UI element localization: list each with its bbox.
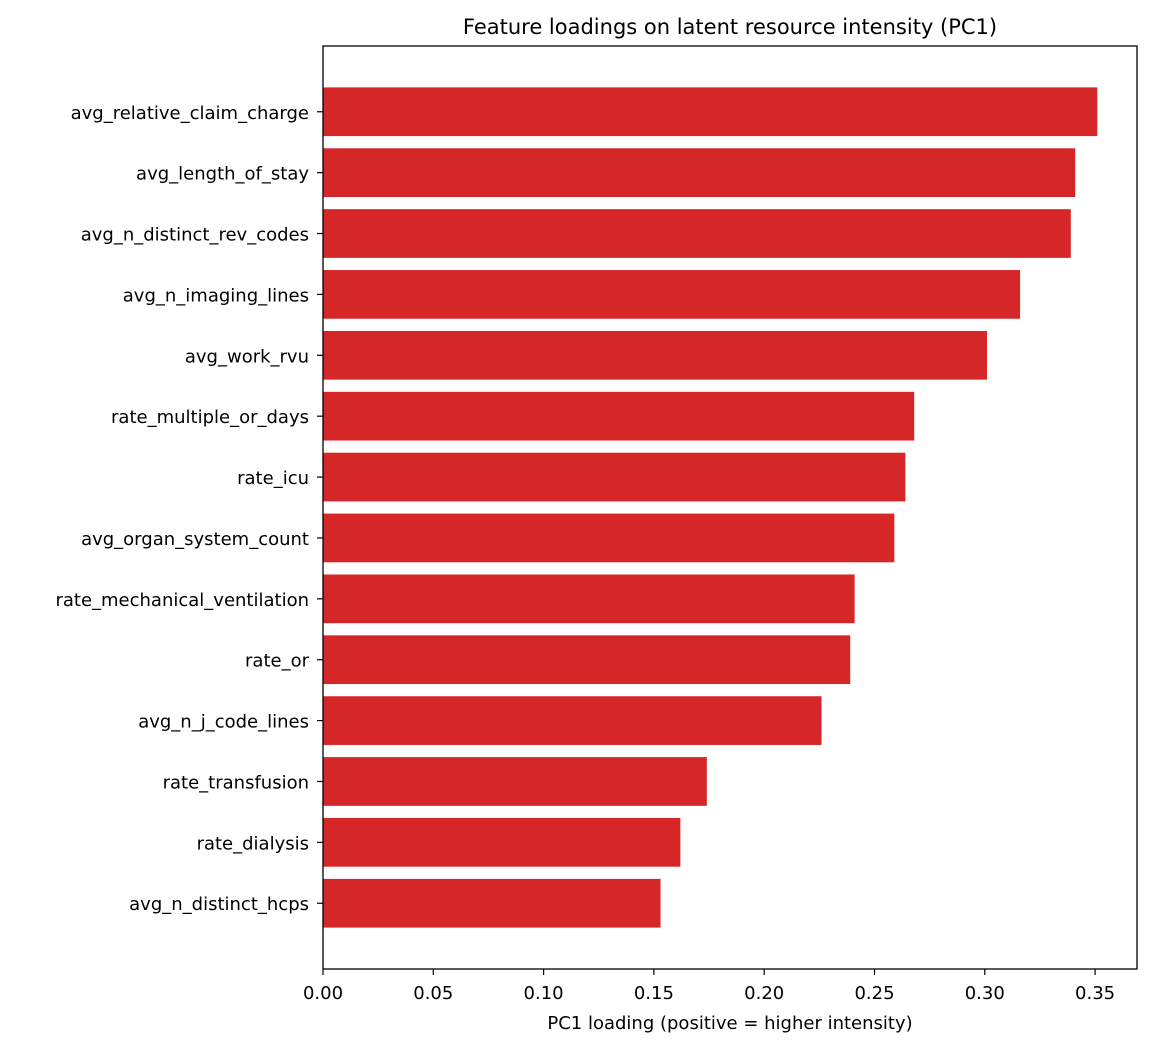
x-tick-label: 0.05 xyxy=(413,983,453,1004)
y-tick-label: avg_n_j_code_lines xyxy=(138,712,309,733)
bar xyxy=(323,635,851,685)
y-tick-label: rate_icu xyxy=(237,468,309,489)
x-tick-label: 0.20 xyxy=(744,983,784,1004)
y-tick-label: rate_mechanical_ventilation xyxy=(55,590,309,611)
x-tick-label: 0.00 xyxy=(303,983,343,1004)
y-tick-label: avg_n_distinct_rev_codes xyxy=(81,225,309,246)
y-tick-label: avg_relative_claim_charge xyxy=(71,103,309,124)
y-tick-label: rate_transfusion xyxy=(163,772,309,793)
x-tick-label: 0.10 xyxy=(524,983,564,1004)
bar xyxy=(323,452,906,502)
x-tick-label: 0.35 xyxy=(1075,983,1115,1004)
chart-title: Feature loadings on latent resource inte… xyxy=(463,15,997,39)
bar xyxy=(323,878,661,928)
x-tick-label: 0.25 xyxy=(854,983,894,1004)
bar xyxy=(323,330,987,380)
x-axis-label: PC1 loading (positive = higher intensity… xyxy=(547,1013,912,1034)
y-tick-label: rate_multiple_or_days xyxy=(111,407,309,428)
plot-frame xyxy=(322,45,1138,970)
bar xyxy=(323,148,1076,197)
bar xyxy=(323,574,855,624)
bar xyxy=(323,757,707,806)
y-tick-label: avg_n_distinct_hcps xyxy=(129,894,309,915)
bar xyxy=(323,270,1021,319)
y-tick-label: avg_organ_system_count xyxy=(81,529,309,550)
y-tick-label: rate_or xyxy=(245,651,310,672)
y-tick-label: avg_n_imaging_lines xyxy=(123,285,309,306)
y-tick-label: avg_length_of_stay xyxy=(136,164,309,185)
bar xyxy=(323,209,1071,258)
x-tick-label: 0.30 xyxy=(965,983,1005,1004)
bar xyxy=(323,391,915,441)
y-tick-label: avg_work_rvu xyxy=(185,346,309,367)
bar xyxy=(323,818,681,867)
y-tick-label: rate_dialysis xyxy=(197,833,309,854)
bar xyxy=(323,513,895,563)
bar xyxy=(323,87,1098,137)
x-tick-label: 0.15 xyxy=(634,983,674,1004)
bar xyxy=(323,696,822,745)
